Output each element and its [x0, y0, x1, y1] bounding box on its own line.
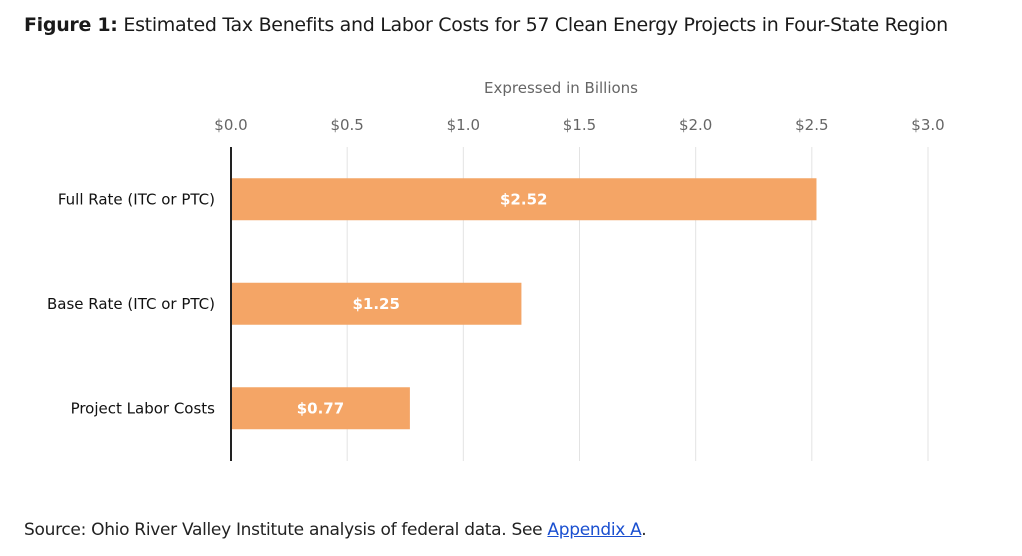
bar-value-label: $1.25 [352, 295, 399, 313]
bar-value-label: $2.52 [500, 190, 547, 208]
x-tick-label: $2.5 [795, 116, 828, 134]
bar-chart: Expressed in Billions $0.0 $0.5 $1.0 $1.5 $2… [47, 79, 945, 461]
bar [231, 282, 522, 325]
appendix-a-link[interactable]: Appendix A [547, 520, 642, 540]
source-note: Source: Ohio River Valley Institute anal… [24, 520, 647, 540]
category-labels: Full Rate (ITC or PTC) Base Rate (ITC or … [47, 190, 215, 417]
x-tick-label: $0.5 [330, 116, 363, 134]
x-tick-label: $2.0 [679, 116, 712, 134]
chart-container: Expressed in Billions $0.0 $0.5 $1.0 $1.5 $2… [47, 79, 945, 461]
source-suffix: . [641, 520, 647, 540]
chart-subtitle: Expressed in Billions [484, 79, 638, 97]
figure-number: Figure 1: [24, 14, 118, 36]
bar [231, 178, 817, 221]
figure-title: Figure 1: Estimated Tax Benefits and Lab… [24, 14, 948, 36]
category-label: Full Rate (ITC or PTC) [58, 190, 215, 208]
bar-value-label: $0.77 [297, 399, 344, 417]
x-tick-label: $1.0 [447, 116, 480, 134]
x-tick-labels: $0.0 $0.5 $1.0 $1.5 $2.0 $2.5 $3.0 [214, 116, 944, 134]
figure-title-text: Estimated Tax Benefits and Labor Costs f… [123, 14, 948, 36]
category-label: Project Labor Costs [71, 399, 216, 417]
source-text: Source: Ohio River Valley Institute anal… [24, 520, 548, 540]
x-tick-label: $0.0 [214, 116, 247, 134]
bars: $2.52 $1.25 $0.77 [231, 178, 817, 430]
x-tick-label: $1.5 [563, 116, 596, 134]
bar [231, 387, 410, 430]
x-tick-label: $3.0 [911, 116, 944, 134]
category-label: Base Rate (ITC or PTC) [47, 295, 215, 313]
